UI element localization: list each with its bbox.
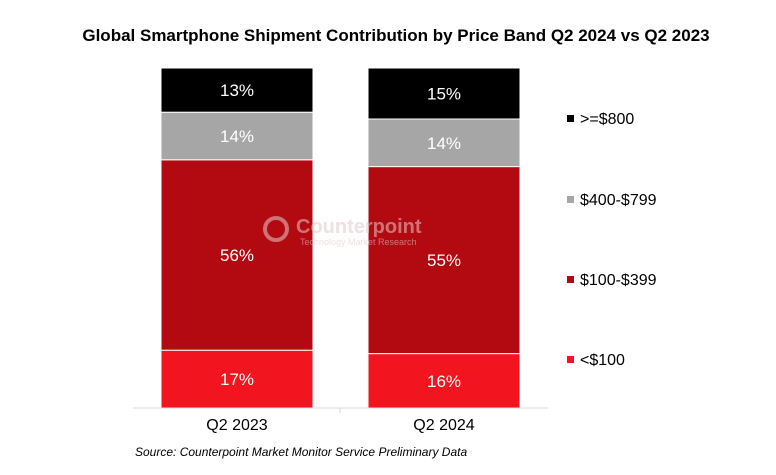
data-label-q2-2024-400-799: 14% xyxy=(427,134,461,153)
bar-segment-q2-2023-100-399 xyxy=(160,159,314,351)
legend: >=$800 $400-$799 $100-$399 <$100 xyxy=(567,111,657,369)
bar-segment-q2-2024-100 xyxy=(367,353,521,409)
bar-segment-q2-2023-400-799 xyxy=(160,111,314,161)
watermark-tagline: Technology Market Research xyxy=(300,237,417,247)
legend-label-400-799: $400-$799 xyxy=(580,192,657,209)
legend-label-100-399: $100-$399 xyxy=(580,272,657,289)
data-label-q2-2024-100: 16% xyxy=(427,372,461,391)
data-label-q2-2023-400-799: 14% xyxy=(220,127,254,146)
legend-label-100: <$100 xyxy=(580,352,625,369)
watermark-logo: Counterpoint Technology Market Research xyxy=(263,216,422,247)
data-label-q2-2024-100-399: 55% xyxy=(427,251,461,270)
bars-group: 17% 56% 14% 13% 16% 55% 14% 15% xyxy=(160,67,521,409)
legend-swatch-800 xyxy=(567,115,574,122)
legend-label-800: >=$800 xyxy=(580,111,634,128)
watermark-logo-icon xyxy=(263,216,289,242)
legend-swatch-400-799 xyxy=(567,196,574,203)
x-tick-label-q2-2023: Q2 2023 xyxy=(206,417,267,434)
x-tick-labels: Q2 2023 Q2 2024 xyxy=(206,417,474,434)
bar-segment-q2-2024-400-799 xyxy=(367,118,521,168)
data-label-q2-2023-100-399: 56% xyxy=(220,246,254,265)
bar-segment-q2-2023-100 xyxy=(160,349,314,409)
legend-swatch-100-399 xyxy=(567,276,574,283)
chart-title: Global Smartphone Shipment Contribution … xyxy=(82,26,709,45)
watermark-brand: Counterpoint xyxy=(296,216,422,238)
legend-swatch-100 xyxy=(567,356,574,363)
bar-segment-q2-2023-800 xyxy=(160,67,314,113)
data-label-q2-2023-100: 17% xyxy=(220,370,254,389)
bar-segment-q2-2024-800 xyxy=(367,67,521,120)
bar-segment-q2-2024-100-399 xyxy=(367,166,521,355)
data-label-q2-2023-800: 13% xyxy=(220,81,254,100)
data-label-q2-2024-800: 15% xyxy=(427,85,461,104)
source-note: Source: Counterpoint Market Monitor Serv… xyxy=(135,445,467,459)
x-tick-label-q2-2024: Q2 2024 xyxy=(413,417,474,434)
